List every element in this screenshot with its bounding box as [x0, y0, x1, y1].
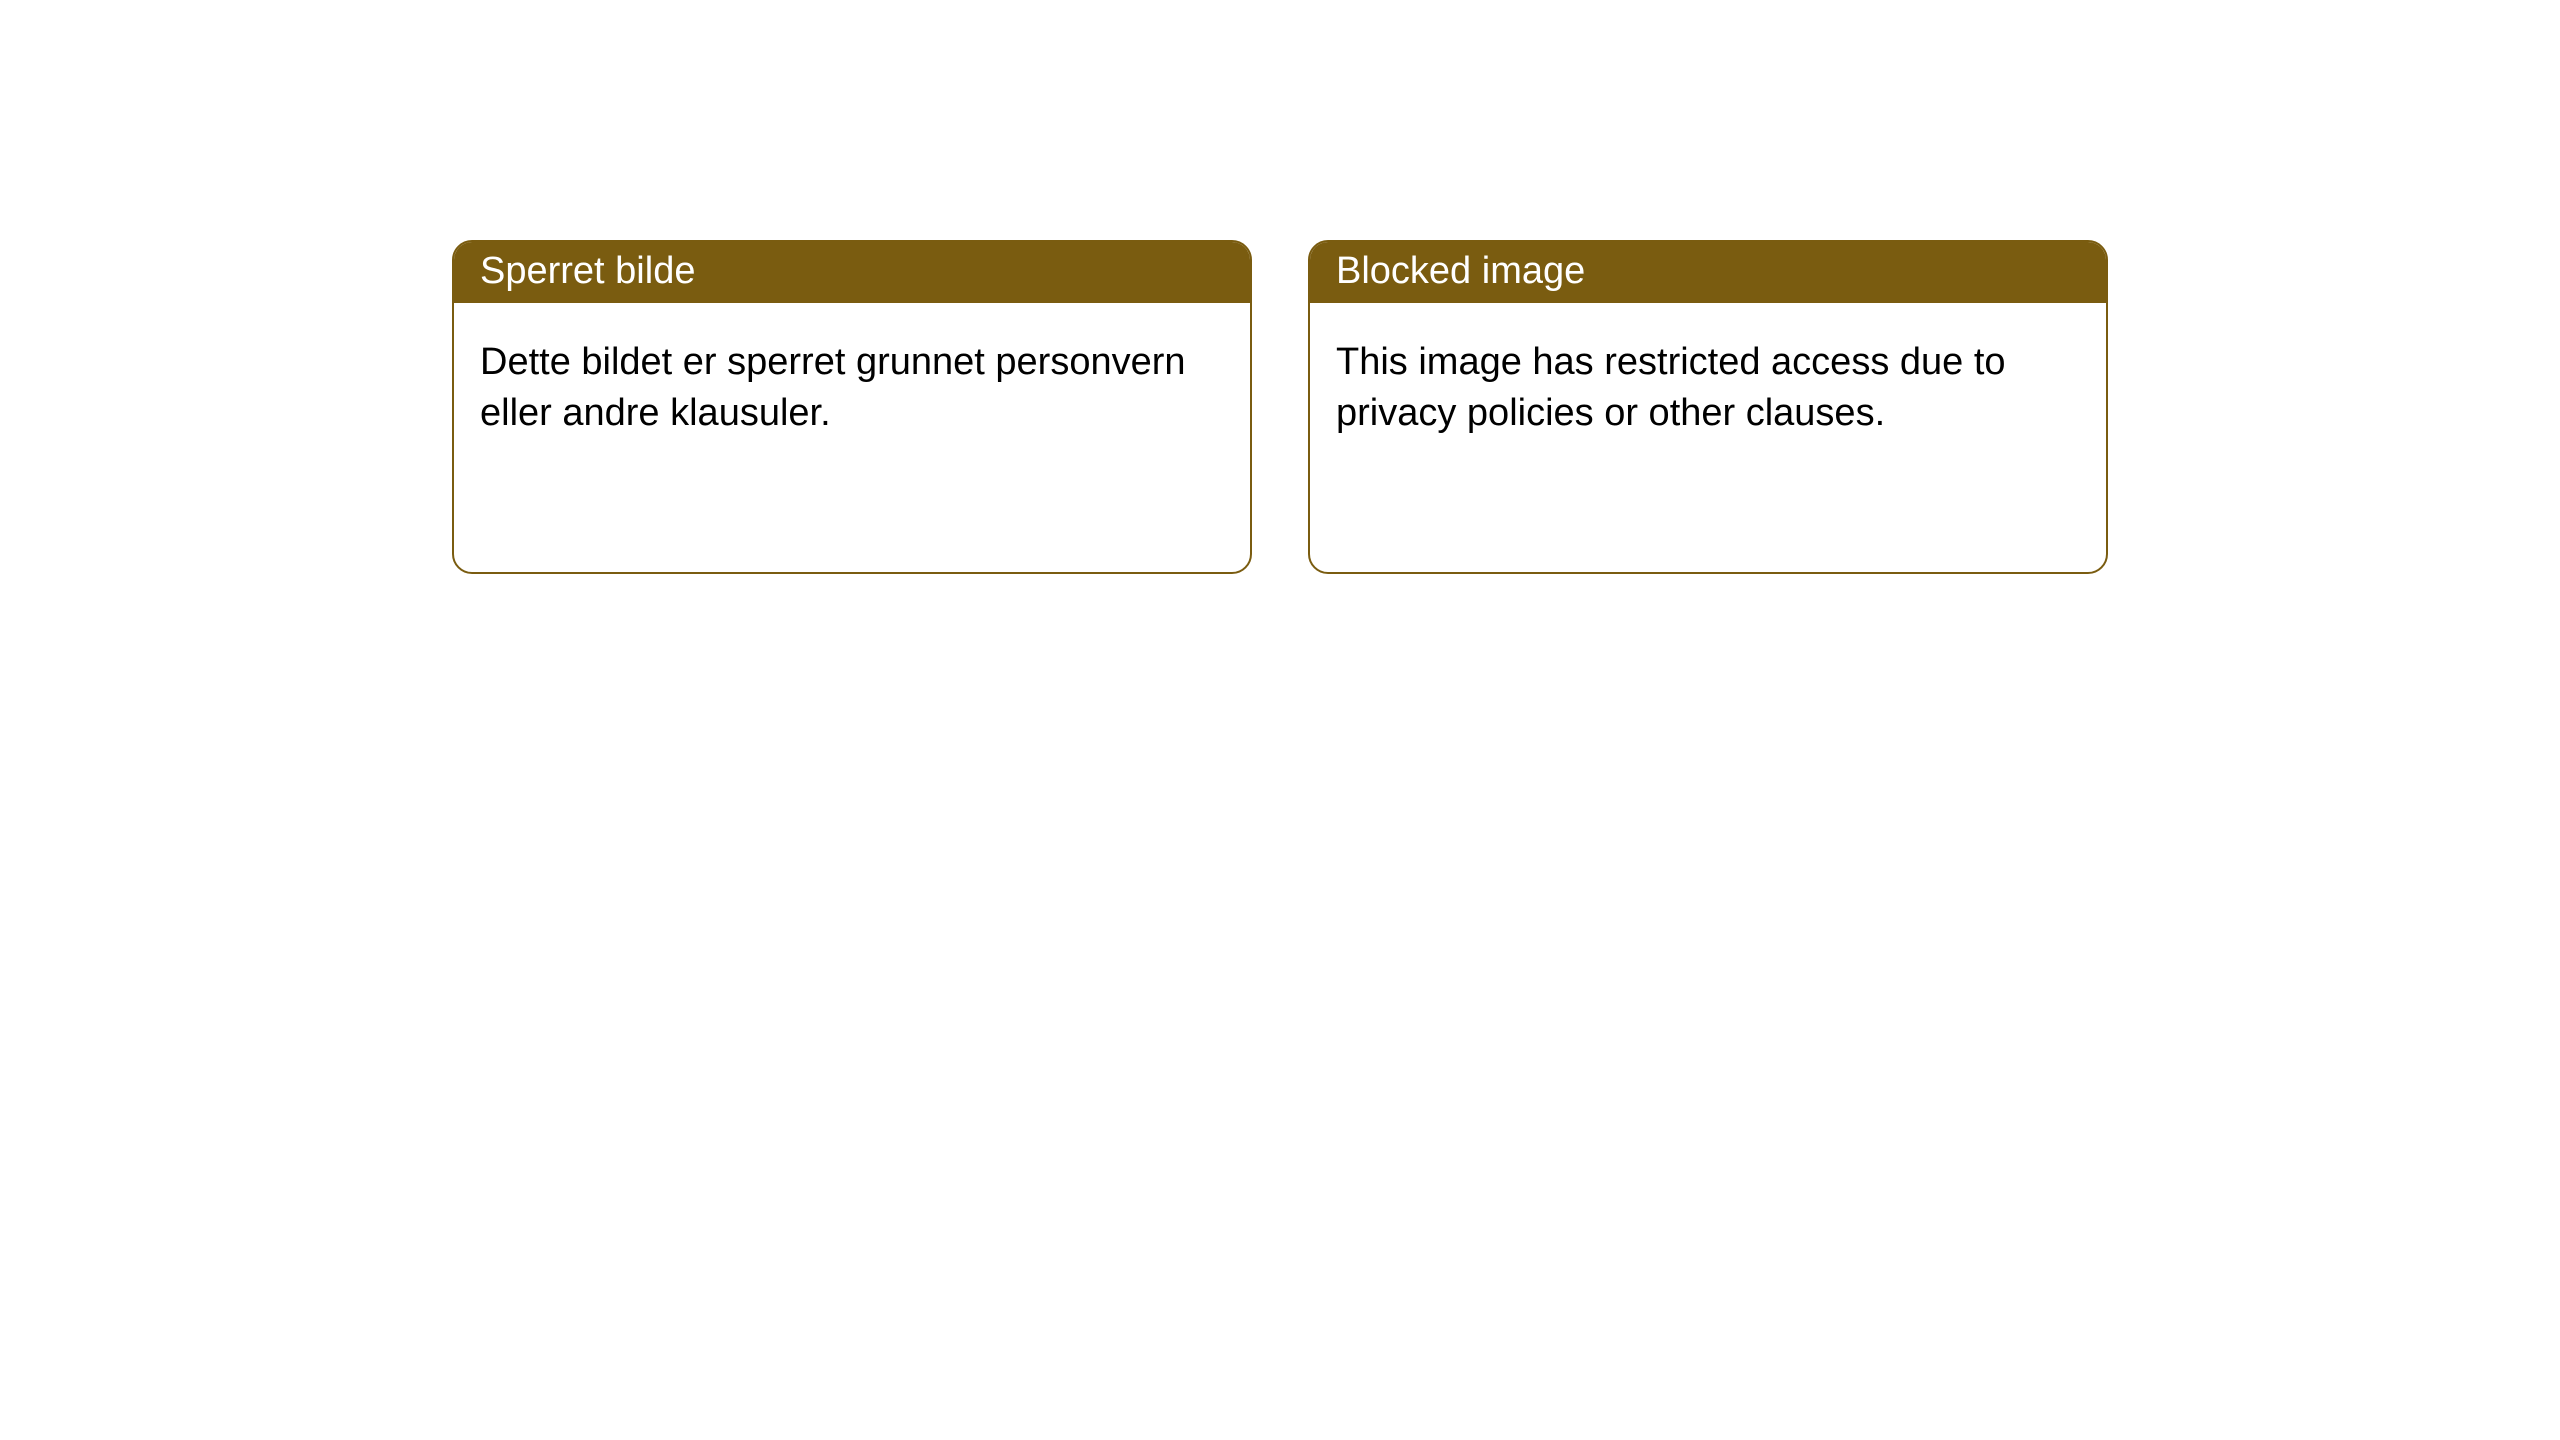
notice-body: Dette bildet er sperret grunnet personve…	[454, 303, 1250, 474]
notice-title: Sperret bilde	[454, 242, 1250, 303]
notice-box-english: Blocked image This image has restricted …	[1308, 240, 2108, 574]
notice-box-norwegian: Sperret bilde Dette bildet er sperret gr…	[452, 240, 1252, 574]
notice-title: Blocked image	[1310, 242, 2106, 303]
notice-container: Sperret bilde Dette bildet er sperret gr…	[0, 0, 2560, 574]
notice-body: This image has restricted access due to …	[1310, 303, 2106, 474]
